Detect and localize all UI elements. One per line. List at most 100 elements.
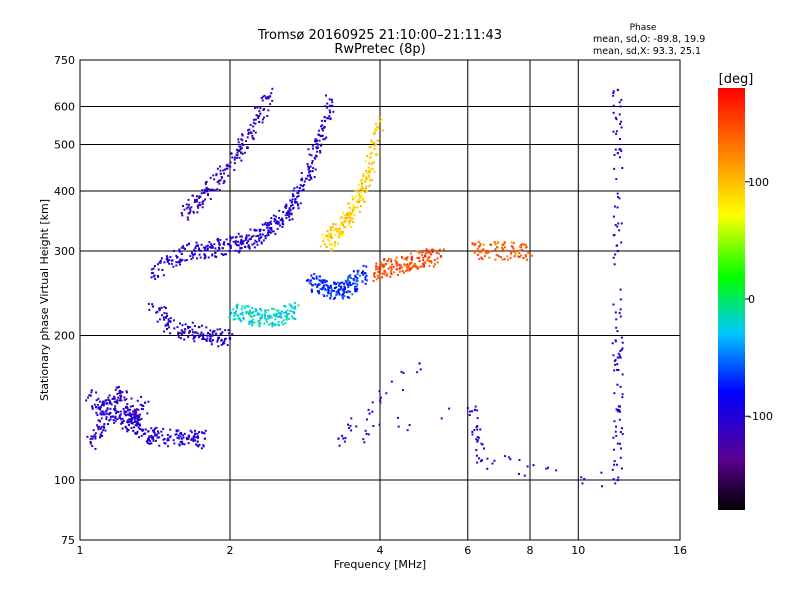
echo-scatter-point <box>403 263 406 266</box>
echo-scatter-point <box>478 251 481 254</box>
echo-scatter-point <box>156 436 159 439</box>
echo-scatter-point <box>108 400 111 403</box>
echo-scatter-point <box>477 241 480 244</box>
echo-scatter-point <box>193 336 196 339</box>
echo-scatter-point <box>108 419 111 422</box>
echo-scatter-point <box>358 210 361 213</box>
echo-scatter-point <box>616 244 619 247</box>
echo-scatter-point <box>318 292 321 295</box>
echo-scatter-point <box>276 227 279 230</box>
echo-scatter-point <box>195 200 198 203</box>
echo-scatter-point <box>246 136 249 139</box>
echo-scatter-point <box>195 244 198 247</box>
echo-scatter-point <box>92 429 95 432</box>
echo-scatter-point <box>119 389 122 392</box>
echo-scatter-point <box>267 96 270 99</box>
echo-scatter-point <box>110 403 113 406</box>
echo-scatter-point <box>390 260 393 263</box>
echo-scatter-point <box>150 268 153 271</box>
echo-scatter-point <box>345 280 348 283</box>
echo-scatter-point <box>424 252 427 255</box>
echo-scatter-point <box>150 442 153 445</box>
echo-point <box>515 250 518 253</box>
echo-scatter-point <box>209 188 212 191</box>
echo-scatter-point <box>360 180 363 183</box>
echo-scatter-point <box>408 267 411 270</box>
echo-scatter-point <box>210 188 213 191</box>
echo-scatter-point <box>310 177 313 180</box>
echo-scatter-point <box>619 315 622 318</box>
echo-scatter-point <box>267 234 270 237</box>
echo-scatter-point <box>246 129 249 132</box>
echo-scatter-point <box>259 322 262 325</box>
echo-scatter-point <box>378 423 381 426</box>
echo-scatter-point <box>140 417 143 420</box>
echo-scatter-point <box>369 184 372 187</box>
echo-point <box>135 414 138 418</box>
echo-scatter-point <box>365 179 368 182</box>
echo-scatter-point <box>121 417 124 420</box>
echo-scatter-point <box>364 278 367 281</box>
echo-scatter-point <box>199 204 202 207</box>
echo-scatter-point <box>227 332 230 335</box>
echo-scatter-point <box>357 201 360 204</box>
echo-scatter-point <box>150 272 153 275</box>
echo-scatter-point <box>154 434 157 437</box>
echo-scatter-point <box>188 329 191 332</box>
echo-scatter-point <box>293 187 296 190</box>
echo-scatter-point <box>405 265 408 268</box>
echo-scatter-point <box>321 288 324 291</box>
echo-scatter-point <box>376 139 379 142</box>
echo-scatter-point <box>262 239 265 242</box>
echo-point <box>373 271 376 275</box>
echo-scatter-point <box>480 256 483 259</box>
echo-scatter-point <box>371 410 374 413</box>
echo-scatter-point <box>300 178 303 181</box>
echo-scatter-point <box>259 107 262 110</box>
echo-scatter-point <box>254 118 257 121</box>
echo-scatter-point <box>267 109 270 112</box>
echo-scatter-point <box>322 286 325 289</box>
echo-scatter-point <box>175 430 178 433</box>
echo-scatter-point <box>198 431 201 434</box>
echo-scatter-point <box>350 417 353 420</box>
echo-scatter-point <box>176 326 179 329</box>
echo-scatter-point <box>140 407 143 410</box>
echo-scatter-point <box>616 368 619 371</box>
echo-scatter-point <box>274 324 277 327</box>
echo-scatter-point <box>172 249 175 252</box>
echo-scatter-point <box>482 447 485 450</box>
echo-scatter-point <box>309 279 312 282</box>
echo-point <box>337 437 340 440</box>
echo-scatter-point <box>311 162 314 165</box>
echo-scatter-point <box>179 263 182 266</box>
echo-point <box>323 243 327 246</box>
echo-scatter-point <box>428 259 431 262</box>
echo-scatter-point <box>375 265 378 268</box>
echo-point <box>99 427 102 430</box>
echo-scatter-point <box>227 174 230 177</box>
echo-scatter-point <box>614 358 617 361</box>
echo-scatter-point <box>621 347 624 350</box>
echo-scatter-point <box>217 237 220 240</box>
echo-scatter-point <box>346 212 349 215</box>
echo-scatter-point <box>348 296 351 299</box>
echo-scatter-point <box>353 285 356 288</box>
echo-scatter-point <box>374 268 377 271</box>
echo-scatter-point <box>423 263 426 266</box>
echo-scatter-point <box>358 196 361 199</box>
echo-scatter-point <box>367 433 370 436</box>
echo-scatter-point <box>168 326 171 329</box>
echo-scatter-point <box>204 429 207 432</box>
echo-scatter-point <box>137 426 140 429</box>
echo-scatter-point <box>518 245 521 248</box>
echo-scatter-point <box>228 336 231 339</box>
echo-scatter-point <box>119 410 122 413</box>
echo-scatter-point <box>377 270 380 273</box>
echo-scatter-point <box>172 265 175 268</box>
echo-scatter-point <box>248 320 251 323</box>
echo-scatter-point <box>305 177 308 180</box>
echo-point <box>616 356 619 359</box>
echo-scatter-point <box>343 214 346 217</box>
